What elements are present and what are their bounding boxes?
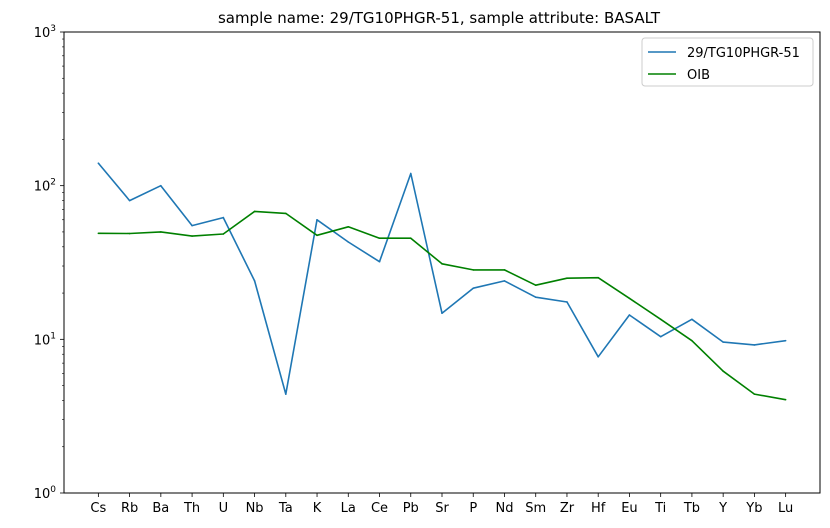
x-tick-label-zr: Zr xyxy=(560,501,575,516)
x-tick-label-ce: Ce xyxy=(371,501,388,516)
series-0-point-zr xyxy=(566,301,568,303)
series-0-point-sm xyxy=(534,296,537,299)
series-0-point-y xyxy=(722,341,724,343)
series-1-point-eu xyxy=(628,297,631,300)
x-tick-label-hf: Hf xyxy=(591,501,606,516)
legend-box xyxy=(641,37,814,87)
series-1-point-sm xyxy=(534,284,537,287)
series-1-point-tb xyxy=(691,339,693,342)
chart-title: sample name: 29/TG10PHGR-51, sample attr… xyxy=(218,9,661,27)
series-0-point-yb xyxy=(753,344,756,346)
legend: 29/TG10PHGR-51 OIB xyxy=(641,37,814,87)
series-1-point-cs xyxy=(97,232,100,235)
series-1-point-ti xyxy=(659,318,662,321)
x-tick-label-yb: Yb xyxy=(745,501,762,516)
series-0-point-ba xyxy=(160,184,162,187)
series-0-point-k xyxy=(316,218,318,221)
series-1-point-ba xyxy=(160,231,162,233)
series-1-point-sr xyxy=(441,263,443,265)
x-tick-label-lu: Lu xyxy=(778,501,793,516)
legend-label-0: 29/TG10PHGR-51 xyxy=(687,46,800,61)
series-1-point-ce xyxy=(378,237,381,240)
x-tick-label-pb: Pb xyxy=(403,501,419,516)
series-1-point-k xyxy=(316,234,318,237)
x-tick-label-sm: Sm xyxy=(525,501,546,516)
x-tick-label-nb: Nb xyxy=(246,501,264,516)
series-1-point-la xyxy=(347,225,350,228)
x-tick-label-th: Th xyxy=(183,501,200,516)
x-tick-label-sr: Sr xyxy=(435,501,449,516)
series-layer xyxy=(97,162,787,401)
x-tick-label-la: La xyxy=(341,501,356,516)
series-1-point-pb xyxy=(409,237,412,240)
series-0-point-la xyxy=(347,241,350,243)
series-0-point-p xyxy=(472,287,475,290)
series-1-point-nb xyxy=(253,210,256,213)
series-0-point-pb xyxy=(409,172,412,175)
x-tick-label-nd: Nd xyxy=(495,501,513,516)
series-0-point-eu xyxy=(628,314,631,316)
series-1-point-th xyxy=(191,235,193,237)
series-0-point-cs xyxy=(97,162,100,165)
x-tick-label-k: K xyxy=(313,501,322,516)
series-0-point-u xyxy=(222,216,225,219)
series-0-point-ti xyxy=(659,335,662,338)
series-1-point-hf xyxy=(597,276,599,279)
x-tick-label-ta: Ta xyxy=(278,501,293,516)
series-1-point-zr xyxy=(566,277,568,279)
series-0-point-nd xyxy=(503,280,506,282)
series-0-point-nb xyxy=(253,280,256,282)
series-1-point-u xyxy=(222,233,225,235)
series-0-point-th xyxy=(191,224,193,227)
plot-frame xyxy=(63,31,821,494)
series-0-point-tb xyxy=(691,318,693,321)
x-tick-label-ti: Ti xyxy=(654,501,666,516)
series-1-point-nd xyxy=(503,269,506,271)
series-0-point-rb xyxy=(128,199,131,202)
series-1-point-ta xyxy=(285,212,287,215)
series-0-point-lu xyxy=(784,339,787,342)
x-tick-label-ba: Ba xyxy=(152,501,169,516)
series-1-point-p xyxy=(472,269,475,271)
x-tick-label-eu: Eu xyxy=(621,501,637,516)
series-1-point-rb xyxy=(128,232,131,235)
x-tick-label-y: Y xyxy=(718,501,727,516)
series-0-point-hf xyxy=(597,355,599,358)
x-tick-label-rb: Rb xyxy=(121,501,138,516)
ticks-layer: Cs Rb Ba Th U Nb Ta K La Ce Pb Sr P Nd Sm Zr Hf Eu Ti Tb Y Yb… xyxy=(34,24,794,516)
legend-label-1: OIB xyxy=(687,68,710,83)
x-tick-label-p: P xyxy=(469,501,477,516)
series-1-point-yb xyxy=(753,393,756,395)
x-tick-label-u: U xyxy=(219,501,229,516)
x-tick-label-tb: Tb xyxy=(683,501,700,516)
series-0-point-ce xyxy=(378,260,381,263)
x-tick-label-cs: Cs xyxy=(90,501,106,516)
series-1-point-y xyxy=(722,370,724,373)
series-0-point-sr xyxy=(441,312,443,314)
series-0-point-ta xyxy=(285,393,287,395)
series-1-point-lu xyxy=(784,398,787,401)
